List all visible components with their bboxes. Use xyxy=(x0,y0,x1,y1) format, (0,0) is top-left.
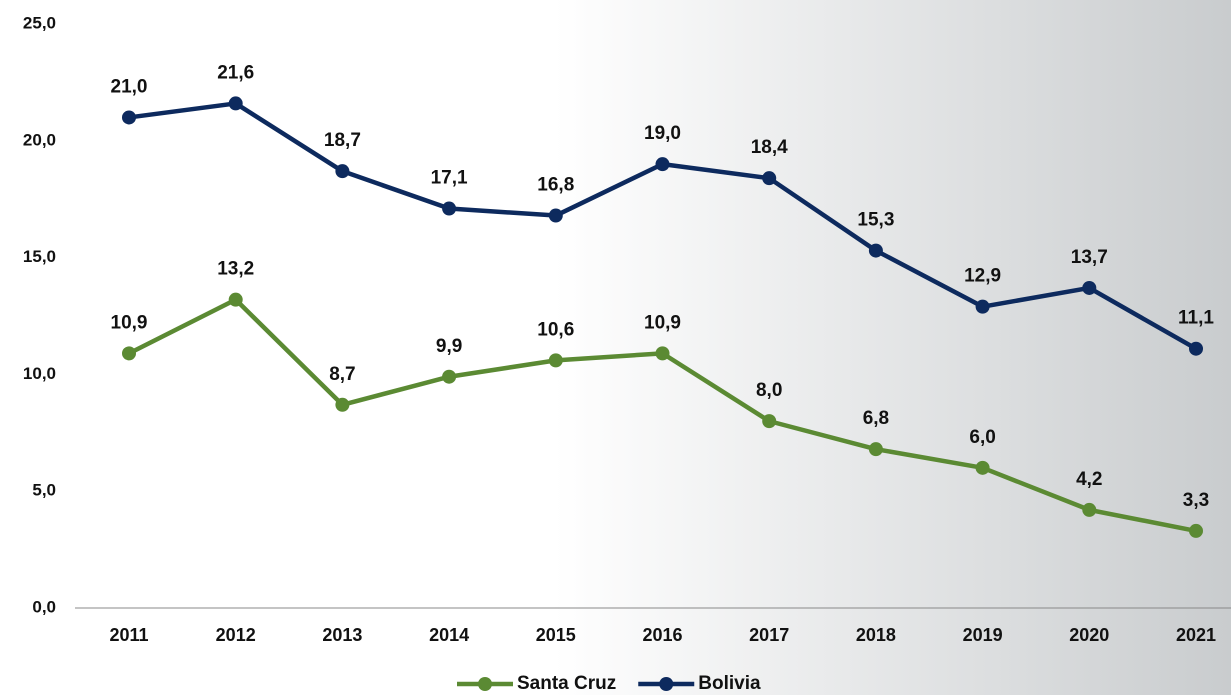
data-label: 8,7 xyxy=(329,364,355,385)
data-label: 8,0 xyxy=(756,380,782,401)
data-label: 18,7 xyxy=(324,130,361,151)
point xyxy=(1189,342,1203,356)
data-label: 13,2 xyxy=(217,259,254,280)
x-tick-label: 2012 xyxy=(216,625,256,645)
x-tick-label: 2016 xyxy=(642,625,682,645)
x-tick-label: 2019 xyxy=(963,625,1003,645)
x-tick-label: 2020 xyxy=(1069,625,1109,645)
point xyxy=(976,300,990,314)
point xyxy=(1082,503,1096,517)
point xyxy=(335,164,349,178)
data-label: 3,3 xyxy=(1183,490,1209,511)
legend-marker xyxy=(478,677,492,691)
x-tick-label: 2018 xyxy=(856,625,896,645)
point xyxy=(122,346,136,360)
data-label: 12,9 xyxy=(964,266,1001,287)
legend-label: Santa Cruz xyxy=(517,673,616,694)
data-label: 10,9 xyxy=(644,312,681,333)
point xyxy=(122,110,136,124)
point xyxy=(869,244,883,258)
x-tick-label: 2017 xyxy=(749,625,789,645)
y-tick-label: 10,0 xyxy=(23,364,56,383)
x-tick-label: 2021 xyxy=(1176,625,1216,645)
point xyxy=(335,398,349,412)
point xyxy=(656,346,670,360)
data-label: 21,0 xyxy=(111,76,148,97)
point xyxy=(869,442,883,456)
data-label: 4,2 xyxy=(1076,469,1102,490)
chart: 0,0 5,0 10,0 15,0 20,0 25,0 2011 2012 2013 2014 20… xyxy=(0,0,1231,695)
y-tick-label: 5,0 xyxy=(32,481,56,500)
data-label: 10,9 xyxy=(111,312,148,333)
data-label: 15,3 xyxy=(857,210,894,231)
data-label: 19,0 xyxy=(644,123,681,144)
data-label: 10,6 xyxy=(537,319,574,340)
page: 0,0 5,0 10,0 15,0 20,0 25,0 2011 2012 2013 2014 20… xyxy=(0,0,1231,695)
background xyxy=(0,0,1231,695)
data-label: 6,8 xyxy=(863,408,889,429)
x-tick-label: 2011 xyxy=(109,625,148,645)
point xyxy=(762,171,776,185)
data-label: 6,0 xyxy=(969,427,995,448)
legend-marker xyxy=(659,677,673,691)
point xyxy=(442,202,456,216)
point xyxy=(549,209,563,223)
point xyxy=(442,370,456,384)
point xyxy=(229,96,243,110)
y-tick-label: 0,0 xyxy=(32,597,56,616)
data-label: 16,8 xyxy=(537,175,574,196)
x-tick-label: 2013 xyxy=(322,625,362,645)
data-label: 9,9 xyxy=(436,336,462,357)
data-label: 13,7 xyxy=(1071,247,1108,268)
y-tick-label: 20,0 xyxy=(23,130,56,149)
point xyxy=(1189,524,1203,538)
point xyxy=(229,293,243,307)
data-label: 21,6 xyxy=(217,62,254,83)
point xyxy=(976,461,990,475)
data-label: 17,1 xyxy=(431,168,468,189)
point xyxy=(1082,281,1096,295)
point xyxy=(549,353,563,367)
data-label: 11,1 xyxy=(1178,308,1214,329)
y-tick-label: 25,0 xyxy=(23,13,56,32)
y-tick-label: 15,0 xyxy=(23,247,56,266)
point xyxy=(656,157,670,171)
x-tick-label: 2015 xyxy=(536,625,576,645)
legend-label: Bolivia xyxy=(698,673,761,694)
point xyxy=(762,414,776,428)
data-label: 18,4 xyxy=(751,137,788,158)
x-tick-label: 2014 xyxy=(429,625,469,645)
